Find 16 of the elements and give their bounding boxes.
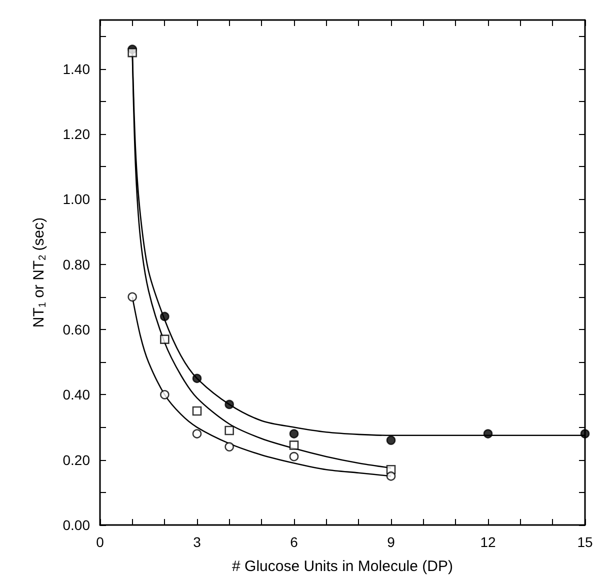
y-tick-label: 1.20: [62, 126, 90, 142]
y-tick-label: 1.00: [62, 191, 90, 208]
y-tick-label: 0.40: [62, 386, 90, 403]
y-tick-label: 0.20: [62, 452, 90, 468]
y-tick-label: 0.60: [62, 322, 90, 338]
x-tick-label: 0: [96, 534, 104, 550]
x-tick-label: 15: [577, 534, 593, 550]
x-tick-label: 12: [480, 534, 496, 550]
x-tick-label: 9: [387, 534, 396, 550]
x-tick-label: 6: [290, 534, 298, 550]
y-tick-label: 0.80: [62, 256, 90, 272]
y-axis-title: NT1 or NT2 (sec): [30, 217, 48, 328]
y-tick-label: 0.00: [62, 517, 90, 533]
x-tick-label: 3: [193, 534, 202, 550]
y-tick-label: 1.40: [62, 60, 90, 77]
x-axis-title: # Glucose Units in Molecule (DP): [232, 558, 453, 575]
